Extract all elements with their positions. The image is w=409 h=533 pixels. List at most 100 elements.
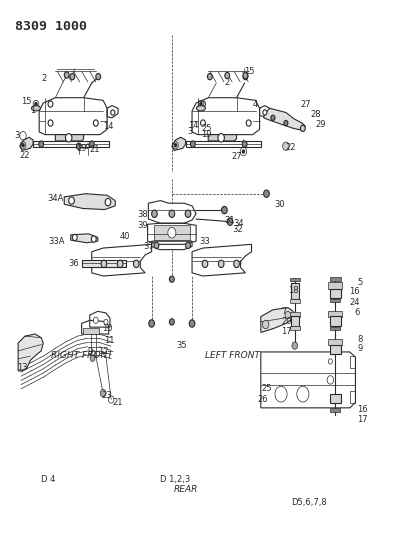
Circle shape	[89, 141, 94, 147]
Text: 35: 35	[175, 341, 186, 350]
Circle shape	[282, 142, 288, 150]
Text: 13: 13	[17, 364, 27, 372]
Circle shape	[169, 319, 174, 325]
Circle shape	[35, 102, 37, 106]
Bar	[330, 327, 339, 330]
Bar	[329, 394, 340, 402]
Circle shape	[200, 101, 205, 107]
Bar	[289, 312, 299, 317]
Circle shape	[151, 210, 157, 217]
Circle shape	[283, 120, 287, 126]
Text: 34A: 34A	[47, 195, 63, 204]
Circle shape	[96, 74, 100, 80]
Text: 14: 14	[187, 120, 198, 130]
Circle shape	[72, 235, 77, 241]
Text: 22: 22	[19, 151, 29, 160]
Circle shape	[227, 218, 232, 225]
Circle shape	[185, 210, 190, 217]
Circle shape	[291, 342, 297, 349]
Polygon shape	[260, 308, 292, 333]
Circle shape	[22, 143, 24, 147]
Circle shape	[154, 242, 159, 248]
Bar	[289, 326, 299, 330]
Bar	[329, 316, 340, 326]
Text: 10: 10	[102, 324, 112, 333]
Bar	[83, 328, 99, 334]
Text: 12: 12	[98, 348, 108, 357]
Circle shape	[300, 125, 305, 132]
Circle shape	[174, 143, 176, 147]
Bar	[328, 340, 341, 344]
Polygon shape	[64, 193, 115, 209]
Bar	[81, 260, 126, 266]
Circle shape	[242, 150, 244, 153]
Bar	[329, 277, 340, 281]
Circle shape	[169, 276, 174, 282]
Polygon shape	[263, 108, 305, 131]
Circle shape	[169, 210, 174, 217]
Text: D5,6,7,8: D5,6,7,8	[290, 498, 326, 507]
Circle shape	[270, 115, 274, 120]
Bar	[290, 284, 298, 299]
Text: 16: 16	[348, 287, 359, 296]
Text: 26: 26	[257, 395, 267, 404]
Circle shape	[284, 311, 290, 319]
Text: 24: 24	[348, 298, 359, 307]
Circle shape	[91, 236, 96, 242]
Polygon shape	[18, 334, 43, 371]
Bar	[328, 282, 341, 289]
Bar	[330, 299, 339, 302]
Circle shape	[199, 102, 202, 106]
Text: 6: 6	[354, 308, 359, 317]
Text: RIGHT FRONT: RIGHT FRONT	[51, 351, 112, 360]
Circle shape	[167, 228, 175, 238]
Text: 27: 27	[231, 152, 241, 161]
Text: 28: 28	[309, 110, 320, 118]
Bar	[289, 299, 299, 303]
Circle shape	[69, 197, 74, 204]
Circle shape	[90, 355, 95, 361]
Circle shape	[117, 260, 123, 268]
Ellipse shape	[196, 106, 205, 111]
Circle shape	[224, 72, 229, 79]
Bar	[289, 278, 299, 281]
Ellipse shape	[31, 106, 40, 111]
Polygon shape	[20, 138, 33, 150]
Text: 38: 38	[137, 211, 147, 219]
Bar	[328, 311, 341, 317]
Circle shape	[65, 134, 72, 142]
Circle shape	[70, 74, 74, 80]
Bar	[329, 289, 340, 298]
Text: 8309 1000: 8309 1000	[15, 20, 87, 33]
Circle shape	[221, 206, 227, 214]
Text: 21: 21	[112, 398, 122, 407]
Circle shape	[133, 260, 139, 268]
Text: 20: 20	[280, 317, 291, 326]
Text: 18: 18	[288, 286, 298, 295]
Circle shape	[185, 242, 190, 248]
Text: 19: 19	[76, 144, 87, 153]
Circle shape	[243, 74, 247, 80]
Text: D 4: D 4	[41, 475, 55, 484]
Text: 39: 39	[137, 221, 147, 230]
Polygon shape	[208, 135, 236, 141]
Text: 1: 1	[30, 107, 36, 116]
Text: 11: 11	[103, 336, 114, 345]
Circle shape	[48, 120, 53, 126]
Circle shape	[103, 319, 108, 325]
Text: 14: 14	[103, 122, 113, 131]
Text: 5: 5	[356, 278, 362, 287]
Text: 21: 21	[90, 145, 100, 154]
Text: 27: 27	[300, 100, 310, 109]
Text: 17: 17	[356, 415, 367, 424]
Circle shape	[190, 141, 195, 147]
Text: 25: 25	[200, 124, 211, 133]
Text: 22: 22	[285, 143, 296, 152]
Circle shape	[218, 260, 223, 268]
Text: 30: 30	[274, 200, 285, 209]
Circle shape	[189, 320, 194, 327]
Circle shape	[263, 190, 269, 197]
Text: 34: 34	[233, 219, 243, 228]
Polygon shape	[70, 234, 98, 243]
Text: 7: 7	[280, 307, 286, 316]
